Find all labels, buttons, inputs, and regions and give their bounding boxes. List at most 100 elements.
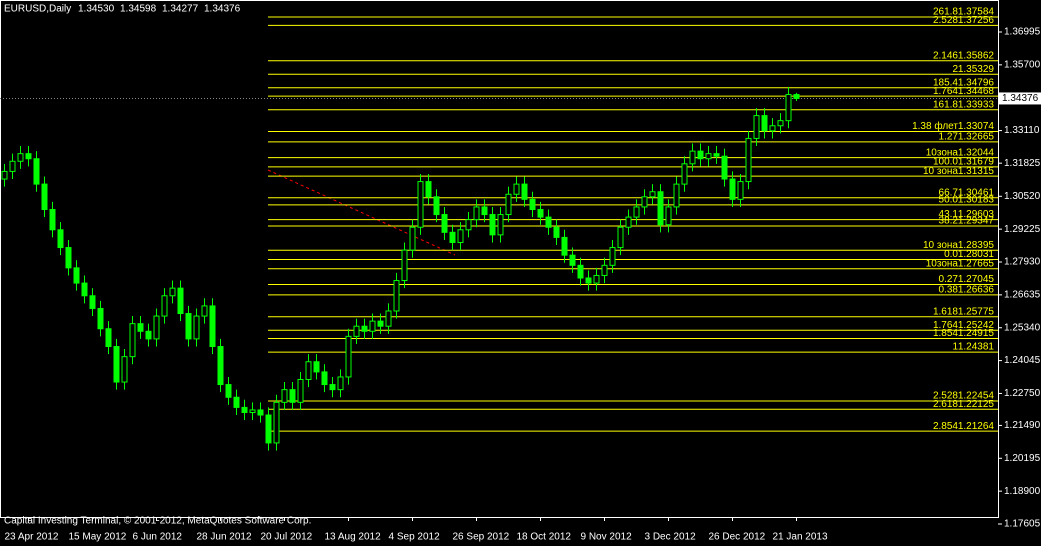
- candle-body: [505, 193, 512, 216]
- level-label: 1.764: [933, 320, 958, 331]
- plot-frame: [0, 0, 999, 518]
- candle-body: [489, 214, 496, 236]
- level-label: 100.0: [933, 157, 958, 168]
- candle-body: [417, 181, 424, 228]
- candle-body: [177, 287, 184, 315]
- level-label: 66.7: [939, 187, 959, 198]
- candle-body: [289, 389, 296, 403]
- level-price: 1.31315: [958, 166, 995, 177]
- level-label: 1.764: [933, 86, 958, 97]
- candle-body: [537, 208, 544, 218]
- candle-body: [321, 371, 328, 386]
- level-label: 38.2: [939, 216, 959, 227]
- level-price: 1.34796: [958, 77, 995, 88]
- candle-body: [561, 236, 568, 256]
- candle-body: [201, 305, 208, 317]
- candle-body: [337, 376, 344, 391]
- x-tick-label: 28 Jun 2012: [197, 532, 252, 543]
- candle-body: [1, 170, 8, 180]
- y-tick-label: 1.22750: [1004, 388, 1041, 399]
- y-tick-label: 1.36995: [1004, 27, 1041, 38]
- level-label: 10 зона: [923, 166, 958, 177]
- level-price: 1.25775: [958, 306, 995, 317]
- level-label: 1.27: [939, 132, 959, 143]
- candle-body: [33, 158, 40, 185]
- level-price: 1.35329: [958, 64, 995, 75]
- candle-body: [41, 183, 48, 210]
- level-label: 10 зона: [923, 240, 958, 251]
- candle-body: [729, 178, 736, 200]
- candle-body: [185, 313, 192, 340]
- candle-body: [473, 206, 480, 221]
- candle-body: [97, 307, 104, 330]
- level-label: 2: [952, 64, 958, 75]
- candle-body: [713, 153, 720, 157]
- candle-body: [625, 216, 632, 228]
- candle-body: [649, 191, 656, 198]
- level-label: 1.618: [933, 306, 958, 317]
- candle-body: [761, 115, 768, 132]
- level-label: 185.4: [933, 77, 958, 88]
- candle-body: [193, 315, 200, 340]
- y-tick-label: 1.35700: [1004, 59, 1041, 70]
- level-price: 1.31679: [958, 157, 995, 168]
- candle-body: [409, 226, 416, 251]
- x-tick-label: 26 Dec 2012: [709, 532, 766, 543]
- candle-body: [577, 264, 584, 279]
- level-price: 1.28395: [958, 240, 995, 251]
- level-price: 1.25242: [958, 320, 995, 331]
- level-label: 2.528: [933, 15, 958, 26]
- y-tick-label: 1.30520: [1004, 191, 1041, 202]
- candle-body: [257, 409, 264, 416]
- level-price: 1.30461: [958, 187, 995, 198]
- level-label: 43.1: [939, 209, 959, 220]
- x-tick-label: 4 Sep 2012: [389, 532, 441, 543]
- candle-body: [633, 206, 640, 218]
- candle-body: [681, 163, 688, 185]
- candle-body: [777, 120, 784, 127]
- candle-body: [329, 384, 336, 391]
- y-tick-label: 1.31825: [1004, 158, 1041, 169]
- candle-body: [617, 226, 624, 249]
- level-label: 1.38 флет: [912, 120, 958, 132]
- candle-body: [121, 356, 128, 383]
- candle-body: [145, 330, 152, 340]
- candle-body: [169, 287, 176, 297]
- level-price: 1.21264: [958, 421, 995, 432]
- y-tick-label: 1.25340: [1004, 322, 1041, 333]
- candle-body: [25, 153, 32, 160]
- level-label: 2.618: [933, 399, 958, 410]
- candle-body: [297, 378, 304, 403]
- level-price: 1.33933: [958, 99, 995, 110]
- candle-body: [113, 346, 120, 383]
- level-label: 1.854: [933, 328, 958, 339]
- candle-body: [9, 160, 16, 172]
- candle-body: [785, 94, 792, 122]
- level-label: 2.854: [933, 421, 958, 432]
- level-price: 1.28031: [958, 249, 995, 260]
- candle-body: [641, 196, 648, 208]
- level-label: 0.27: [939, 274, 959, 285]
- candle-body: [217, 346, 224, 386]
- level-label: 10зона: [926, 147, 959, 158]
- candle-body: [233, 396, 240, 408]
- candle-body: [161, 295, 168, 317]
- level-price: 1.26636: [958, 284, 995, 295]
- candle-body: [57, 229, 64, 249]
- candle-body: [585, 277, 592, 284]
- x-tick-label: 21 Jan 2013: [773, 532, 828, 543]
- level-price: 1.22454: [958, 391, 995, 402]
- candle-body: [17, 153, 24, 162]
- candle-body: [425, 181, 432, 198]
- level-label: 261.8: [933, 7, 958, 18]
- level-label: 161.8: [933, 99, 958, 110]
- candle-body: [313, 361, 320, 373]
- y-tick-label: 1.17605: [1004, 519, 1041, 530]
- candle-body: [129, 323, 136, 358]
- candle-body: [601, 264, 608, 276]
- candle-body: [737, 181, 744, 200]
- candle-body: [73, 267, 80, 284]
- candle-body: [241, 406, 248, 413]
- level-label: 2.146: [933, 50, 958, 61]
